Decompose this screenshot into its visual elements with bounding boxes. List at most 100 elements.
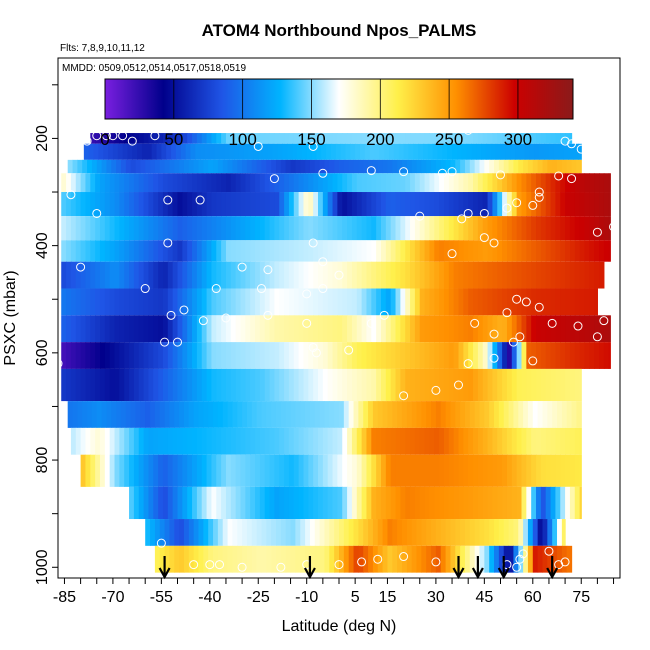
heatmap-cell: [324, 159, 330, 174]
heatmap-cell: [232, 519, 238, 546]
heatmap-cell: [259, 454, 266, 487]
heatmap-cell: [255, 133, 261, 144]
heatmap-cell: [390, 173, 397, 193]
heatmap-cell: [133, 216, 140, 241]
heatmap-cell: [368, 545, 374, 573]
heatmap-cell: [548, 143, 555, 160]
data-point: [302, 289, 312, 299]
heatmap-cell: [526, 368, 532, 402]
heatmap-cell: [284, 173, 290, 193]
heatmap-cell: [235, 368, 242, 402]
heatmap-cell: [109, 368, 116, 402]
heatmap-cell: [109, 216, 116, 241]
heatmap-cell: [487, 133, 494, 144]
heatmap-cell: [288, 315, 295, 343]
heatmap-cell: [267, 143, 274, 160]
data-point: [163, 195, 173, 205]
heatmap-cell: [482, 315, 489, 343]
heatmap-cell: [531, 486, 537, 520]
heatmap-cell: [400, 192, 406, 217]
data-point: [489, 329, 499, 339]
heatmap-cell: [477, 368, 484, 402]
heatmap-cell: [565, 288, 571, 316]
colorbar-tick-label: 0: [100, 130, 109, 149]
heatmap-cell: [400, 288, 406, 316]
heatmap-cell: [108, 143, 114, 160]
heatmap-cell: [285, 401, 292, 428]
heatmap-cell: [540, 240, 547, 262]
heatmap-cell: [443, 342, 450, 369]
data-point: [518, 549, 528, 559]
heatmap-cell: [124, 454, 130, 487]
heatmap-cell: [322, 486, 329, 520]
heatmap-cell: [187, 173, 193, 193]
heatmap-cell: [288, 486, 295, 520]
heatmap-cell: [594, 288, 598, 316]
heatmap-cell: [116, 401, 122, 428]
heatmap-cell: [245, 368, 251, 402]
heatmap-cell: [248, 143, 255, 160]
heatmap-cell: [565, 427, 571, 455]
heatmap-cell: [204, 143, 211, 160]
heatmap-cell: [279, 173, 285, 193]
heatmap-cell: [264, 427, 271, 455]
heatmap-cell: [101, 401, 108, 428]
data-point: [160, 337, 170, 347]
heatmap-cell: [255, 315, 261, 343]
x-tick-label: -10: [295, 589, 318, 606]
heatmap-cell: [448, 133, 455, 144]
heatmap-cell: [318, 192, 324, 217]
heatmap-cell: [405, 427, 411, 455]
data-point: [357, 557, 367, 567]
heatmap-area: [61, 133, 611, 573]
heatmap-cell: [172, 261, 179, 289]
heatmap-cell: [339, 159, 345, 174]
heatmap-cell: [516, 368, 523, 402]
heatmap-cell: [347, 192, 353, 217]
heatmap-cell: [434, 342, 440, 369]
heatmap-cell: [313, 240, 319, 262]
heatmap-cell: [337, 240, 343, 262]
data-point: [318, 257, 328, 267]
heatmap-cell: [506, 288, 513, 316]
heatmap-cell: [366, 133, 372, 144]
heatmap-cell: [240, 427, 246, 455]
heatmap-cell: [256, 401, 263, 428]
data-point: [163, 238, 173, 248]
heatmap-cell: [545, 192, 552, 217]
flight-arrow-head: [158, 567, 171, 580]
heatmap-cell: [314, 401, 321, 428]
heatmap-cell: [230, 216, 237, 241]
heatmap-cell: [508, 545, 515, 573]
data-point: [256, 284, 266, 294]
heatmap-cell: [608, 173, 611, 193]
heatmap-cell: [211, 486, 217, 520]
heatmap-cell: [114, 240, 120, 262]
heatmap-cell: [455, 401, 461, 428]
heatmap-cell: [274, 173, 280, 193]
dates-note: MMDD: 0509,0512,0514,0517,0518,0519: [62, 63, 246, 74]
heatmap-cell: [479, 545, 485, 573]
data-point: [195, 195, 205, 205]
heatmap-cell: [561, 401, 568, 428]
heatmap-cell: [167, 315, 174, 343]
heatmap-cell: [303, 342, 309, 369]
heatmap-cell: [337, 486, 343, 520]
heatmap-cell: [414, 486, 421, 520]
heatmap-cell: [264, 454, 271, 487]
heatmap-cell: [250, 288, 256, 316]
heatmap-cell: [201, 342, 208, 369]
heatmap-cell: [502, 173, 508, 193]
heatmap-cell: [162, 261, 169, 289]
heatmap-cell: [211, 240, 217, 262]
heatmap-cell: [271, 545, 277, 573]
heatmap-cell: [196, 216, 203, 241]
heatmap-cell: [288, 342, 295, 369]
heatmap-cell: [284, 192, 290, 217]
heatmap-cell: [213, 545, 219, 573]
data-point: [431, 557, 441, 567]
heatmap-cell: [479, 401, 485, 428]
heatmap-cell: [545, 240, 552, 262]
heatmap-cell: [497, 133, 503, 144]
heatmap-cell: [153, 454, 159, 487]
